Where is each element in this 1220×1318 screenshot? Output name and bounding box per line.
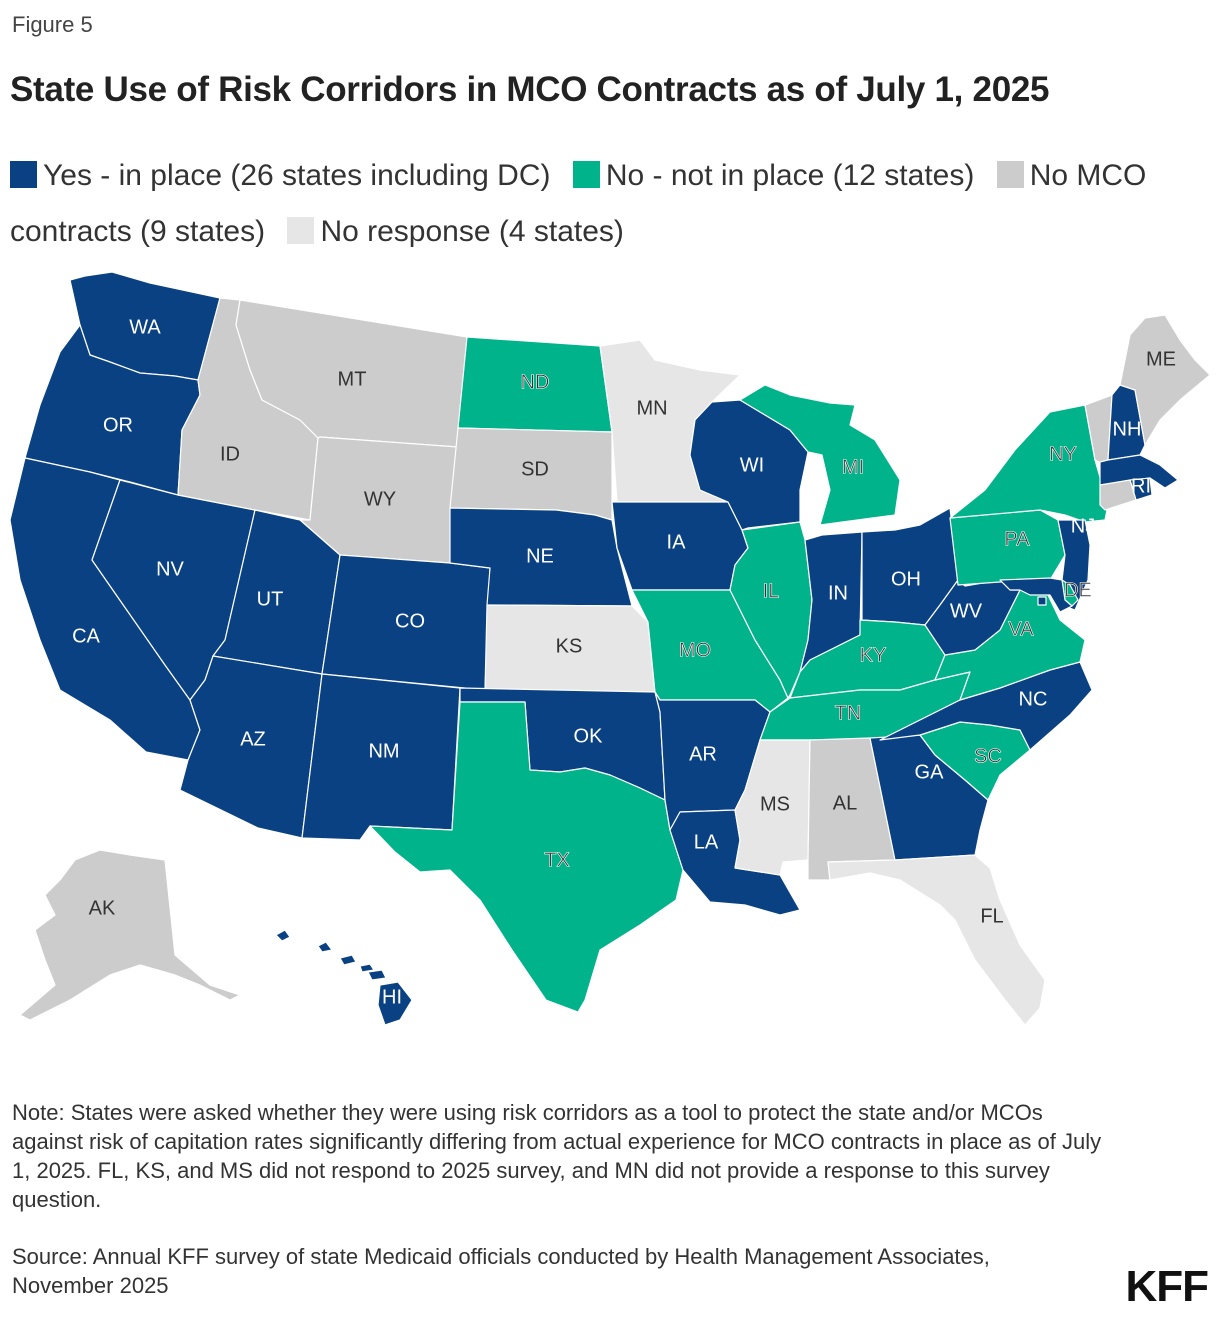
state-me[interactable] <box>1119 314 1211 446</box>
state-label-ak: AK <box>89 897 116 919</box>
figure-label: Figure 5 <box>12 12 93 37</box>
state-label-ky: KY <box>860 644 887 666</box>
state-label-ca: CA <box>72 625 100 647</box>
state-label-in: IN <box>828 582 848 604</box>
legend-label-yes: Yes - in place (26 states including DC) <box>43 159 551 192</box>
state-label-tn: TN <box>835 702 862 724</box>
legend-swatch-yes <box>10 161 37 188</box>
state-label-ia: IA <box>667 531 687 553</box>
state-label-il: IL <box>763 580 780 602</box>
state-label-ne: NE <box>526 545 554 567</box>
state-mi[interactable] <box>739 384 901 526</box>
state-label-ny: NY <box>1049 443 1077 465</box>
state-label-mn: MN <box>636 397 667 419</box>
state-label-fl: FL <box>980 905 1003 927</box>
state-pa[interactable] <box>949 509 1066 586</box>
kff-logo: KFF <box>1125 1262 1209 1311</box>
state-label-ga: GA <box>915 761 945 783</box>
state-label-wv: WV <box>950 600 983 622</box>
state-label-ks: KS <box>556 635 583 657</box>
state-label-ri: RI <box>1131 475 1151 497</box>
state-label-nv: NV <box>156 558 184 580</box>
state-label-oh: OH <box>891 568 921 590</box>
state-label-nh: NH <box>1113 418 1142 440</box>
legend-label-no: No - not in place (12 states) <box>605 159 975 192</box>
state-label-hi: HI <box>382 986 402 1008</box>
state-label-wa: WA <box>129 316 161 338</box>
legend: Yes - in place (26 states including DC) … <box>10 148 1200 260</box>
state-label-mo: MO <box>679 639 711 661</box>
state-label-mi: MI <box>842 456 864 478</box>
legend-label-no-mco: No MCO contracts (9 states) <box>10 159 1147 248</box>
legend-item-no-mco: No MCO contracts (9 states) <box>10 159 1146 248</box>
legend-item-no: No - not in place (12 states) <box>572 159 975 192</box>
state-label-nm: NM <box>368 740 399 762</box>
state-label-de: DE <box>1064 579 1092 601</box>
legend-swatch-no-mco <box>996 161 1024 188</box>
state-label-az: AZ <box>240 728 266 750</box>
state-label-nj: NJ <box>1071 515 1095 537</box>
state-label-wi: WI <box>740 454 764 476</box>
state-tx[interactable] <box>369 701 684 1013</box>
state-label-ms: MS <box>760 793 790 815</box>
state-ct[interactable] <box>1099 479 1137 511</box>
state-label-or: OR <box>103 414 133 436</box>
state-label-ut: UT <box>257 588 284 610</box>
us-map: WA OR CA NV ID MT WY UT CO AZ NM ND SD NE KS OK TX MN IA MO… <box>0 262 1220 1062</box>
legend-swatch-no <box>572 161 600 188</box>
legend-label-no-response: No response (4 states) <box>320 215 624 248</box>
state-hi[interactable] <box>275 929 413 1026</box>
state-label-co: CO <box>395 610 425 632</box>
legend-item-yes: Yes - in place (26 states including DC) <box>10 159 550 192</box>
state-label-nd: ND <box>521 371 550 393</box>
state-label-sd: SD <box>521 458 549 480</box>
chart-title: State Use of Risk Corridors in MCO Contr… <box>10 70 1050 109</box>
state-label-tx: TX <box>544 849 570 871</box>
state-label-me: ME <box>1146 348 1176 370</box>
state-ak[interactable] <box>19 849 241 1021</box>
note-text: Note: States were asked whether they wer… <box>12 1100 1102 1212</box>
us-map-svg: WA OR CA NV ID MT WY UT CO AZ NM ND SD NE KS OK TX MN IA MO… <box>9 271 1211 1026</box>
state-label-wy: WY <box>364 488 396 510</box>
state-label-sc: SC <box>974 745 1002 767</box>
state-label-ar: AR <box>689 743 717 765</box>
state-label-id: ID <box>220 443 240 465</box>
state-label-al: AL <box>833 792 857 814</box>
state-label-nc: NC <box>1019 688 1048 710</box>
state-label-mt: MT <box>338 368 367 390</box>
state-ny[interactable] <box>949 404 1109 523</box>
state-label-pa: PA <box>1004 528 1030 550</box>
state-fl[interactable] <box>827 854 1046 1026</box>
state-dc[interactable] <box>1037 596 1047 606</box>
state-md[interactable] <box>999 577 1073 613</box>
state-label-ok: OK <box>574 725 604 747</box>
state-label-va: VA <box>1008 618 1034 640</box>
source-text: Source: Annual KFF survey of state Medic… <box>12 1244 990 1298</box>
state-label-la: LA <box>694 831 719 853</box>
legend-item-no-response: No response (4 states) <box>287 215 624 248</box>
legend-swatch-no-response <box>287 217 315 244</box>
